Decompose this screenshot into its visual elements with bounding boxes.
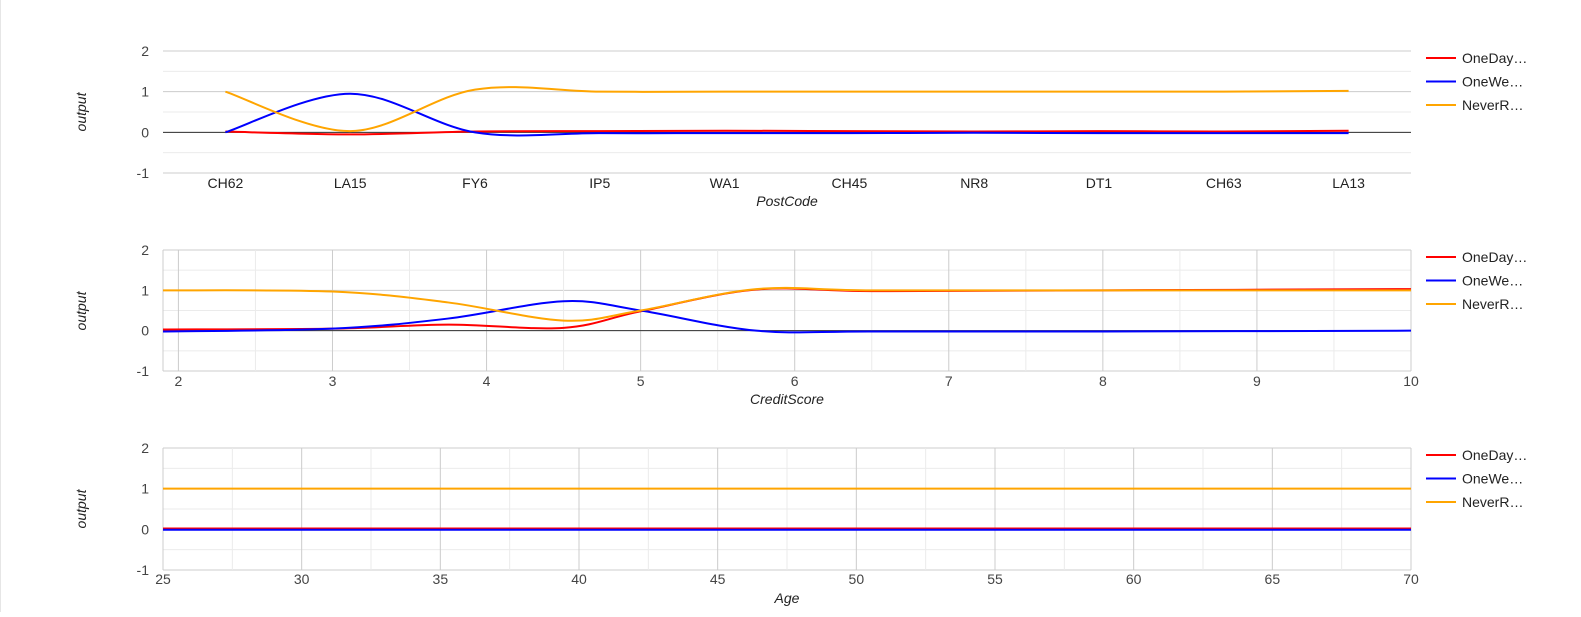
x-tick-label: 4: [483, 373, 491, 389]
series-line-2[interactable]: [225, 86, 1349, 133]
x-tick-label: 50: [849, 571, 865, 587]
x-tick-label: IP5: [589, 175, 610, 191]
series-line-2[interactable]: [162, 286, 1411, 322]
y-tick-label: 2: [141, 43, 149, 59]
x-tick-label: 6: [791, 373, 799, 389]
chart-postcode: 2 1 0 -1 CH62 LA15 FY6 IP5 WA1 CH45 NR8 DT1 CH63 LA13…: [0, 0, 1581, 212]
x-axis-title: PostCode: [756, 193, 818, 209]
y-tick-label: 0: [141, 521, 149, 537]
legend-label[interactable]: OneDay…: [1462, 50, 1527, 66]
x-tick-label: 2: [175, 373, 183, 389]
x-tick-label: DT1: [1086, 175, 1113, 191]
x-tick-label: 45: [710, 571, 726, 587]
x-tick-label: 65: [1265, 571, 1281, 587]
y-axis-title: output: [73, 290, 89, 330]
y-tick-label: 0: [141, 124, 149, 140]
x-tick-label: 35: [433, 571, 449, 587]
chart-postcode-svg: 2 1 0 -1 CH62 LA15 FY6 IP5 WA1 CH45 NR8 DT1 CH63 LA13…: [73, 43, 1527, 209]
y-tick-label: 2: [141, 440, 149, 456]
y-tick-label: -1: [137, 363, 150, 379]
x-tick-label: FY6: [462, 175, 488, 191]
x-tick-label: 60: [1126, 571, 1142, 587]
y-tick-label: 0: [141, 323, 149, 339]
x-tick-label: CH62: [208, 175, 244, 191]
series-line-0[interactable]: [162, 287, 1412, 331]
x-tick-label: NR8: [960, 175, 988, 191]
legend-label[interactable]: OneDay…: [1462, 249, 1527, 265]
x-tick-label: 40: [571, 571, 587, 587]
y-tick-label: 1: [141, 481, 149, 497]
x-tick-label: 7: [945, 373, 953, 389]
series-line-1[interactable]: [162, 300, 1412, 334]
legend-label[interactable]: NeverR…: [1462, 97, 1523, 113]
panel-left-border: [0, 0, 1, 612]
y-tick-label: -1: [137, 562, 150, 578]
legend-label[interactable]: OneWe…: [1462, 273, 1523, 289]
x-tick-label: 55: [987, 571, 1003, 587]
x-tick-label: 8: [1099, 373, 1107, 389]
x-tick-label: CH45: [832, 175, 868, 191]
x-tick-label: 10: [1403, 373, 1419, 389]
legend-label[interactable]: OneWe…: [1462, 74, 1523, 90]
y-tick-label: 1: [141, 282, 149, 298]
x-tick-label: LA13: [1332, 175, 1365, 191]
y-tick-label: -1: [137, 165, 150, 181]
y-axis-title: output: [73, 91, 89, 131]
x-tick-label: 30: [294, 571, 310, 587]
series-line-0[interactable]: [225, 129, 1349, 136]
legend-label[interactable]: OneWe…: [1462, 471, 1523, 487]
x-tick-label: 3: [329, 373, 337, 389]
y-tick-label: 2: [141, 242, 149, 258]
x-tick-label: 5: [637, 373, 645, 389]
y-tick-label: 1: [141, 84, 149, 100]
x-axis-title: Age: [774, 590, 800, 606]
x-tick-label: 70: [1403, 571, 1419, 587]
x-tick-label: WA1: [710, 175, 740, 191]
x-tick-label: 9: [1253, 373, 1261, 389]
legend-label[interactable]: OneDay…: [1462, 447, 1527, 463]
x-tick-label: LA15: [334, 175, 367, 191]
legend-label[interactable]: NeverR…: [1462, 296, 1523, 312]
y-axis-title: output: [73, 488, 89, 528]
x-tick-label: CH63: [1206, 175, 1242, 191]
x-axis-title: CreditScore: [750, 391, 824, 407]
x-tick-label: 25: [155, 571, 171, 587]
legend-label[interactable]: NeverR…: [1462, 494, 1523, 510]
series-line-1[interactable]: [225, 92, 1349, 137]
